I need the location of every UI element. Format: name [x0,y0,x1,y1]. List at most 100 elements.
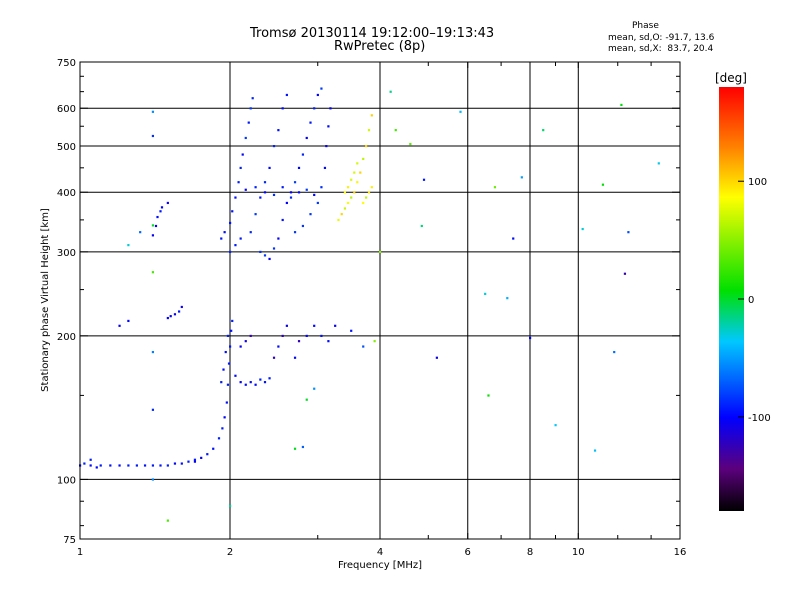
echo-point [281,107,284,110]
x-tick-label: 10 [572,547,585,558]
echo-point [309,121,312,124]
echo-point [220,381,223,384]
echo-point [249,334,252,338]
x-tick-label: 2 [227,547,233,558]
y-tick-label: 300 [57,248,76,259]
chart-subtitle: RwPretec (8p) [334,39,426,54]
echo-point [206,453,209,456]
echo-point [370,186,373,189]
echo-point [154,224,158,228]
echo-point [166,316,169,320]
echo-point [309,213,312,216]
echo-point [259,378,262,381]
echo-point [212,447,215,450]
echo-point [254,186,257,189]
colorbar-ticks: 100 0 -100 [738,177,771,424]
echo-point [487,394,490,397]
echo-point [151,110,155,113]
echo-point [127,319,130,323]
echo-point [323,166,327,170]
echo-point [343,207,347,210]
echo-point [346,186,350,189]
echo-point [227,362,231,365]
echo-point [554,424,557,427]
echo-point [224,350,227,354]
echo-point [542,129,545,132]
echo-point [297,340,301,343]
echo-point [520,176,523,179]
echo-point [239,166,242,170]
y-tick-label: 400 [57,188,76,199]
echo-point [601,183,605,186]
echo-point [239,381,242,384]
echo-point [623,272,627,275]
echo-point [231,210,234,213]
echo-point [263,381,267,384]
echo-point [151,134,155,138]
echo-point [356,181,359,184]
echo-point [281,334,284,338]
echo-point [223,416,226,419]
echo-point [272,193,276,197]
echo-point [493,186,497,189]
echo-point [263,181,267,184]
echo-point [268,377,271,380]
echo-point [305,334,308,338]
echo-point [327,340,330,343]
echo-point [356,162,359,165]
echo-point [435,356,438,359]
echo-point [313,387,316,390]
echo-point [159,210,162,213]
echo-point [281,218,284,222]
phase-heading: Phase [632,21,659,31]
echo-point [166,464,169,467]
echo-point [367,191,371,194]
echo-point [320,87,323,90]
echo-point [285,93,288,97]
y-tick-label: 100 [57,475,76,486]
echo-point [241,153,244,156]
echo-point [627,231,630,234]
phase-stats-x: mean, sd,X: 83.7, 20.4 [608,44,714,54]
echo-point [293,231,297,234]
echo-point [327,125,330,128]
colorbar-tick-label: -100 [748,413,771,424]
echo-point [362,157,365,161]
echo-point [226,334,230,338]
echo-point [459,110,462,113]
echo-points [79,87,660,522]
echo-point [237,181,240,184]
echo-point [247,121,250,124]
echo-point [251,97,254,100]
echo-point [223,231,226,234]
echo-point [370,114,373,117]
echo-point [394,129,397,132]
echo-point [169,315,172,318]
echo-point [160,206,164,209]
echo-point [180,305,183,309]
echo-point [225,401,228,404]
echo-point [231,319,234,323]
echo-point [320,334,323,338]
chart-title: Tromsø 20130114 19:12:00–19:13:43 [250,26,495,41]
echo-point [613,350,616,354]
echo-point [239,237,242,240]
echo-point [234,244,237,247]
echo-point [151,224,155,227]
echo-point [83,462,86,465]
echo-point [254,213,257,216]
echo-point [234,196,237,199]
echo-point [367,129,371,132]
x-axis-label: Frequency [MHz] [338,560,422,571]
colorbar-tick-label: 100 [748,177,767,188]
echo-point [229,250,232,254]
axis-ticks: 1 2 4 6 8 10 16 75 100 200 300 400 500 600 750 [57,58,686,558]
echo-point [329,107,332,110]
echo-point [249,231,252,234]
echo-point [301,224,305,228]
echo-point [229,345,232,348]
echo-point [620,103,623,107]
echo-point [139,231,142,234]
echo-point [173,462,177,465]
